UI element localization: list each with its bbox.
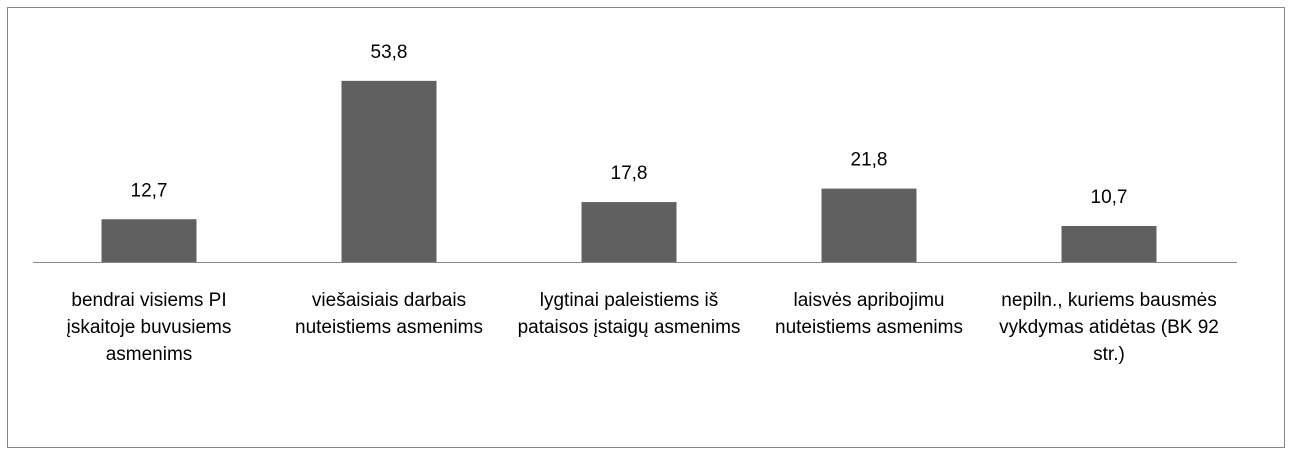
bar xyxy=(341,80,437,262)
value-label: 12,7 xyxy=(131,180,168,201)
x-tick-label: bendrai visiems PI įskaitoje buvusiems a… xyxy=(66,290,232,365)
x-tick-label: lygtinai paleistiems iš pataisos įstaigų… xyxy=(517,290,741,338)
bar xyxy=(101,219,197,262)
value-label: 17,8 xyxy=(611,163,648,184)
bar xyxy=(821,188,917,262)
x-tick-label: nepiln., kuriems bausmės vykdymas atidėt… xyxy=(999,290,1219,365)
bar xyxy=(581,202,677,262)
bar xyxy=(1061,225,1157,262)
value-label: 10,7 xyxy=(1091,187,1128,208)
value-label: 21,8 xyxy=(851,150,888,171)
x-tick-label: viešaisiais darbais nuteistiems asmenims xyxy=(295,290,483,338)
value-label: 53,8 xyxy=(371,42,408,63)
x-tick-label: laisvės apribojimu nuteistiems asmenims xyxy=(775,290,963,338)
